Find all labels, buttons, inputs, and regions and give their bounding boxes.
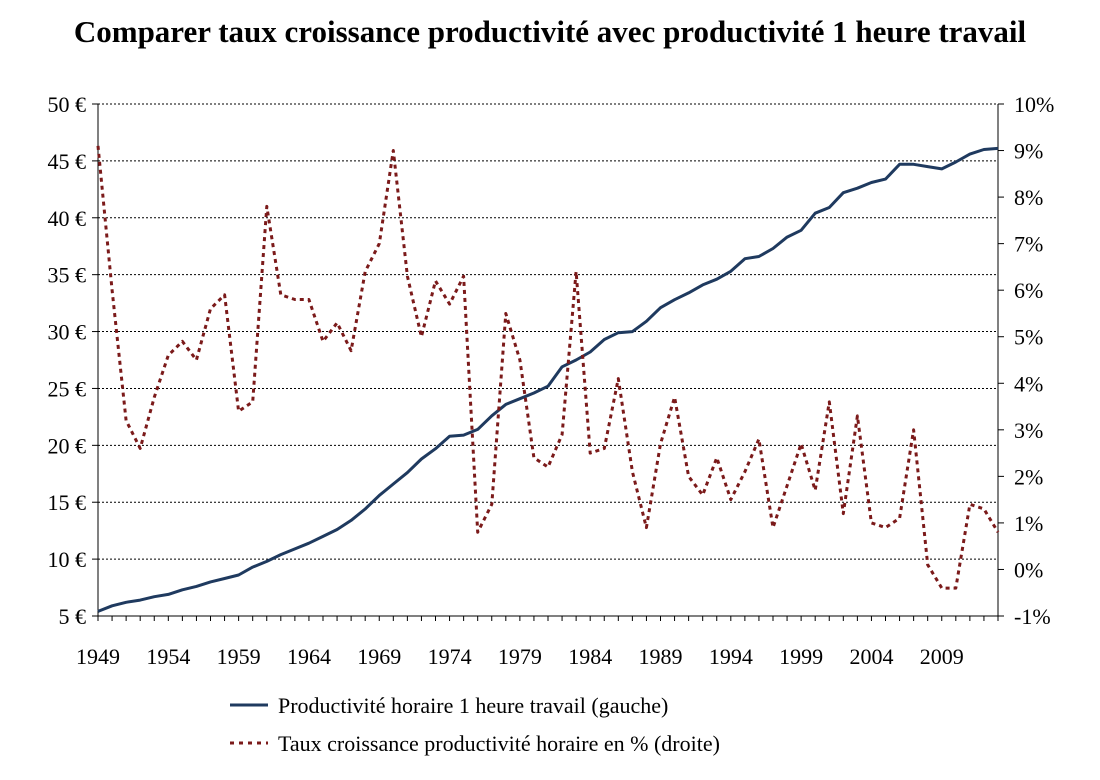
right-axis-tick-label: 8%: [1014, 185, 1043, 210]
right-axis-tick-label: 1%: [1014, 511, 1043, 536]
x-axis-tick-label: 1964: [287, 644, 331, 669]
series-lines: [96, 145, 1000, 613]
left-axis-tick-label: 50 €: [48, 92, 87, 117]
series-line-left: [97, 146, 999, 613]
left-axis-tick-label: 25 €: [48, 376, 87, 401]
chart-title: Comparer taux croissance productivité av…: [73, 14, 1027, 49]
right-axis-tick-label: 4%: [1014, 371, 1043, 396]
legend: Productivité horaire 1 heure travail (ga…: [230, 693, 720, 756]
x-axis-tick-label: 1984: [568, 644, 612, 669]
series-line-right: [96, 145, 1000, 590]
left-axis-tick-label: 15 €: [48, 490, 87, 515]
left-axis-tick-label: 45 €: [48, 149, 87, 174]
x-axis-tick-label: 1974: [428, 644, 472, 669]
left-axis-tick-label: 5 €: [59, 604, 87, 629]
left-axis-tick-label: 20 €: [48, 433, 87, 458]
x-axis-tick-label: 2009: [920, 644, 964, 669]
left-axis-tick-label: 10 €: [48, 547, 87, 572]
left-axis-tick-label: 40 €: [48, 206, 87, 231]
right-axis-tick-label: -1%: [1014, 604, 1051, 629]
x-axis-tick-label: 1999: [779, 644, 823, 669]
right-axis-tick-label: 2%: [1014, 464, 1043, 489]
right-axis-tick-label: 0%: [1014, 557, 1043, 582]
x-axis-tick-label: 1989: [639, 644, 683, 669]
x-axis-tick-label: 1954: [146, 644, 190, 669]
x-axis-tick-label: 1959: [217, 644, 261, 669]
left-axis-tick-label: 30 €: [48, 320, 87, 345]
x-axis-tick-label: 1969: [357, 644, 401, 669]
right-y-axis: -1% 0% 1% 2% 3% 4% 5% 6% 7% 8% 9% 10%: [998, 92, 1054, 629]
legend-label: Productivité horaire 1 heure travail (ga…: [278, 693, 668, 718]
x-axis-tick-label: 1994: [709, 644, 753, 669]
right-axis-tick-label: 3%: [1014, 418, 1043, 443]
x-axis-tick-label: 2004: [849, 644, 893, 669]
left-y-axis: 5 € 10 € 15 € 20 € 25 € 30 € 35 € 40 € 45 € 50 €: [48, 92, 98, 629]
legend-label: Taux croissance productivité horaire en …: [278, 731, 720, 756]
right-axis-tick-label: 6%: [1014, 278, 1043, 303]
right-axis-tick-label: 7%: [1014, 232, 1043, 257]
left-axis-tick-label: 35 €: [48, 263, 87, 288]
x-axis: 1949 1954 1959 1964 1969 1974 1979 1984 1989 1994…: [76, 616, 999, 669]
right-axis-tick-label: 5%: [1014, 325, 1043, 350]
x-axis-tick-label: 1949: [76, 644, 120, 669]
gridlines: [98, 103, 998, 560]
right-axis-tick-label: 10%: [1014, 92, 1054, 117]
right-axis-tick-label: 9%: [1014, 139, 1043, 164]
x-axis-tick-label: 1979: [498, 644, 542, 669]
